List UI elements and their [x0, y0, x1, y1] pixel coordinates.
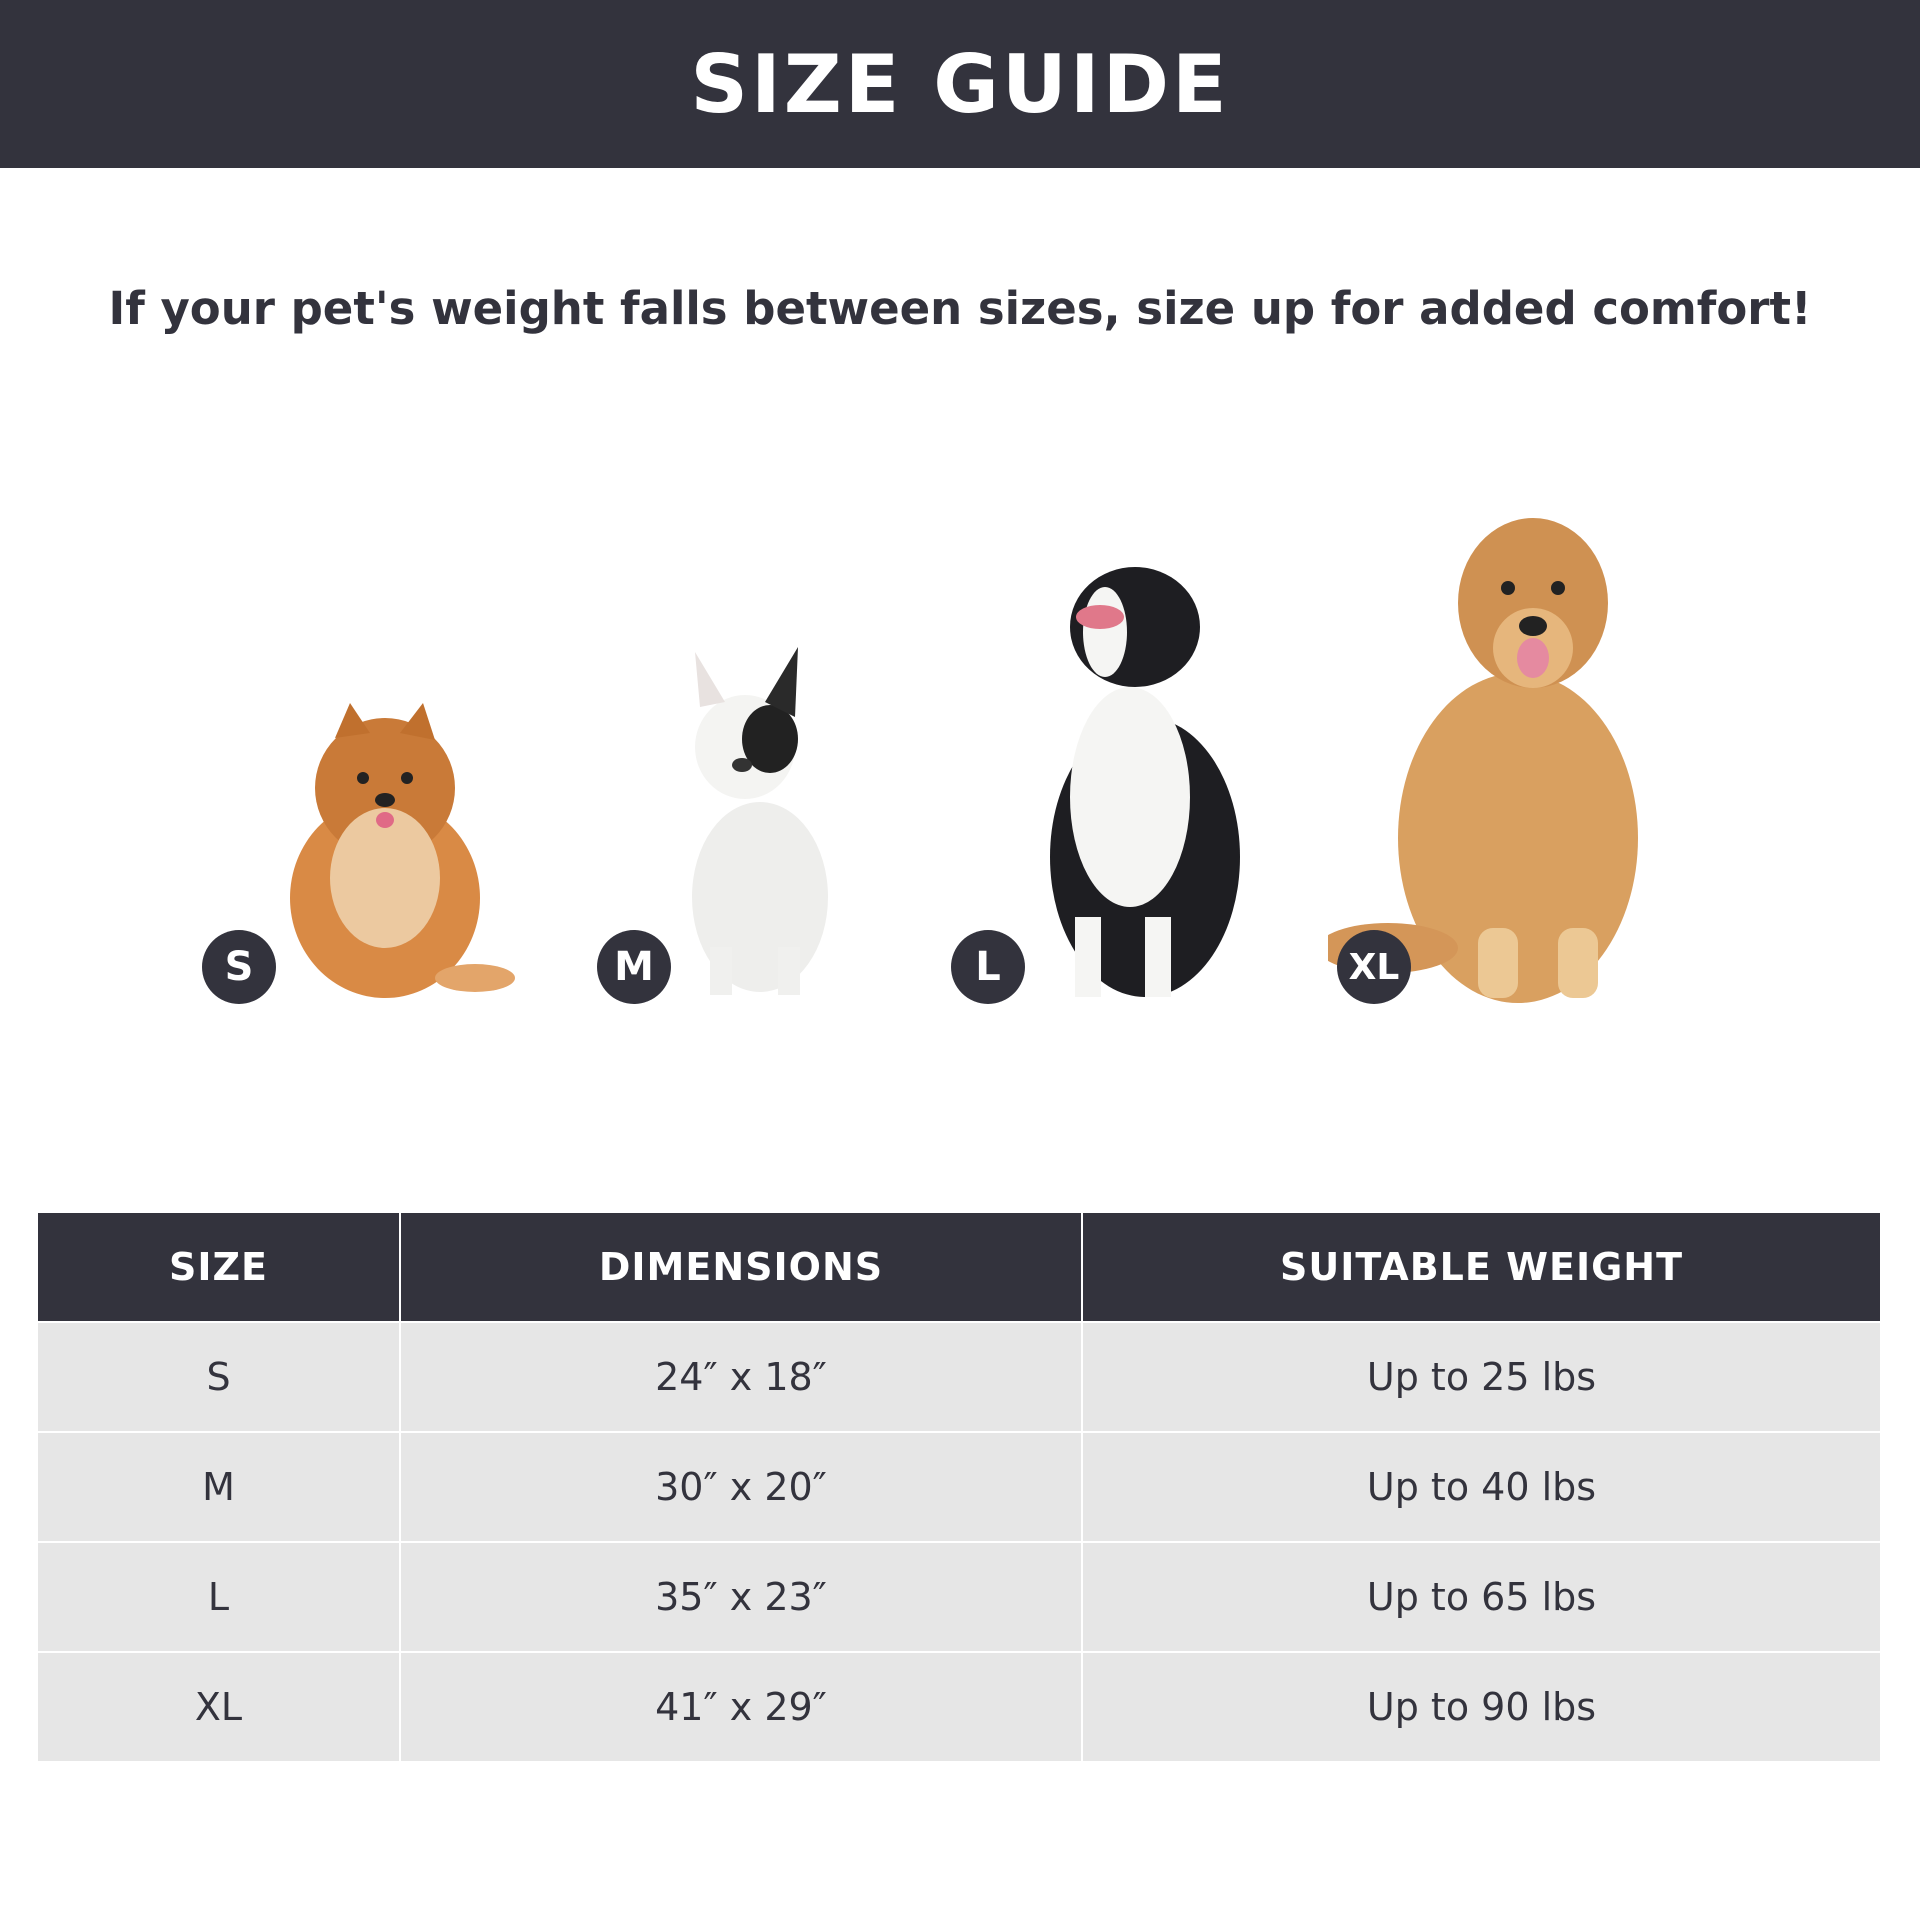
table-header-row: SIZE DIMENSIONS SUITABLE WEIGHT	[38, 1213, 1880, 1322]
size-badge-s: S	[202, 930, 276, 1004]
golden-retriever-image	[1328, 518, 1638, 1003]
cell-weight: Up to 90 lbs	[1082, 1651, 1880, 1761]
column-header-dimensions: DIMENSIONS	[400, 1213, 1083, 1322]
cell-dimensions: 41″ x 29″	[400, 1651, 1083, 1761]
table-row: M 30″ x 20″ Up to 40 lbs	[38, 1431, 1880, 1542]
french-bulldog-image	[692, 647, 828, 995]
cell-size: S	[38, 1321, 401, 1432]
page-title: SIZE GUIDE	[690, 37, 1230, 131]
sizing-tip: If your pet's weight falls between sizes…	[108, 282, 1812, 335]
column-header-weight: SUITABLE WEIGHT	[1082, 1213, 1880, 1322]
table-row: L 35″ x 23″ Up to 65 lbs	[38, 1541, 1880, 1652]
table-row: S 24″ x 18″ Up to 25 lbs	[38, 1321, 1880, 1432]
cell-dimensions: 24″ x 18″	[400, 1321, 1083, 1432]
cell-size: M	[38, 1431, 401, 1542]
size-badge-l: L	[951, 930, 1025, 1004]
column-header-size: SIZE	[38, 1213, 401, 1322]
cell-weight: Up to 25 lbs	[1082, 1321, 1880, 1432]
cell-dimensions: 30″ x 20″	[400, 1431, 1083, 1542]
pomeranian-image	[290, 703, 515, 998]
table-row: XL 41″ x 29″ Up to 90 lbs	[38, 1651, 1880, 1761]
cell-size: L	[38, 1541, 401, 1652]
cell-weight: Up to 65 lbs	[1082, 1541, 1880, 1652]
border-collie-image	[1050, 567, 1240, 997]
header-bar: SIZE GUIDE	[0, 0, 1920, 168]
size-table: SIZE DIMENSIONS SUITABLE WEIGHT S 24″ x 1…	[38, 1213, 1880, 1761]
cell-weight: Up to 40 lbs	[1082, 1431, 1880, 1542]
cell-size: XL	[38, 1651, 401, 1761]
size-badge-m: M	[597, 930, 671, 1004]
cell-dimensions: 35″ x 23″	[400, 1541, 1083, 1652]
size-badge-xl: XL	[1337, 930, 1411, 1004]
